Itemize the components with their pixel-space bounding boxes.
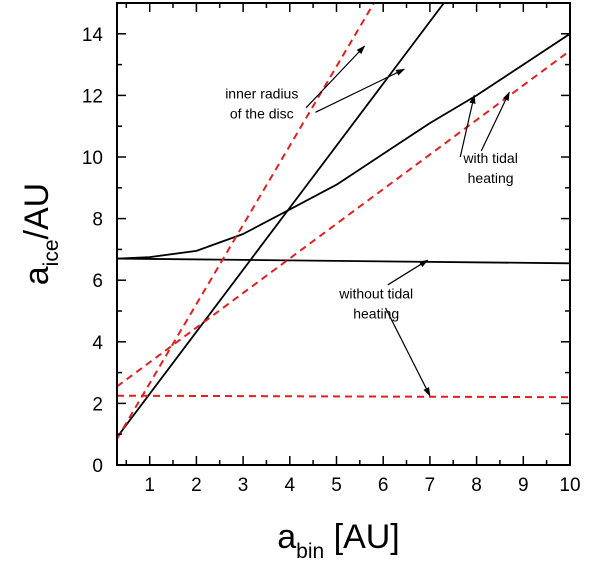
y-tick-label: 14: [82, 25, 104, 46]
series-line-6: [117, 394, 570, 399]
y-tick-label: 12: [82, 86, 103, 107]
annotation-line: heating: [353, 306, 399, 322]
annotation-line: inner radius: [225, 85, 298, 101]
annotation-arrow: [315, 68, 406, 113]
y-tick-label: 2: [92, 394, 103, 415]
axis-labels-layer: abin [AU]aice/AU: [18, 183, 400, 563]
series-line-5: [117, 49, 570, 388]
y-tick-label: 10: [82, 148, 103, 169]
annotation-line: of the disc: [230, 105, 294, 121]
annotation-arrow: [305, 45, 366, 109]
x-tick-label: 6: [378, 475, 389, 496]
x-tick-label: 1: [144, 475, 155, 496]
x-tick-label: 8: [471, 475, 482, 496]
y-tick-label: 8: [92, 210, 103, 231]
series-line-1: [117, 3, 445, 438]
series-layer: [117, 3, 570, 440]
x-axis-label-sub: bin: [296, 540, 324, 563]
x-axis-label: abin [AU]: [277, 518, 400, 563]
annotations-layer: inner radius of the disc with tidal heating…: [225, 45, 518, 397]
annotation-line: without tidal: [338, 286, 413, 302]
x-axis-label-unit: [AU]: [324, 518, 400, 556]
x-tick-label: 5: [331, 475, 342, 496]
annotation-label-1: inner radius of the disc: [225, 85, 298, 121]
y-axis-label: aice/AU: [18, 183, 63, 285]
y-tick-label: 6: [92, 271, 103, 292]
x-axis-label-main: a: [277, 518, 296, 556]
plot-frame: [116, 2, 571, 466]
x-tick-label: 2: [191, 475, 202, 496]
series-line-2: [117, 33, 570, 260]
y-axis-label-main: a: [18, 266, 56, 285]
x-tick-label: 10: [559, 475, 580, 496]
annotation-label-3: without tidal heating: [338, 286, 413, 322]
annotation-line: heating: [468, 170, 514, 186]
y-tick-label: 0: [92, 456, 103, 477]
annotation-line: with tidal: [462, 150, 517, 166]
y-axis-label-sub: ice: [40, 239, 63, 266]
y-axis-label-unit: /AU: [18, 183, 56, 240]
annotation-arrow: [459, 94, 476, 158]
x-tick-label: 4: [285, 475, 296, 496]
x-tick-label: 7: [425, 475, 436, 496]
annotation-label-2: with tidal heating: [462, 150, 517, 186]
series-line-4: [117, 3, 375, 440]
annotation-arrow: [384, 307, 431, 397]
series-line-3: [117, 257, 570, 265]
x-tick-label: 3: [238, 475, 249, 496]
y-tick-label: 4: [92, 333, 103, 354]
annotation-arrow: [387, 259, 429, 286]
x-tick-label: 9: [518, 475, 529, 496]
annotation-arrow: [480, 91, 510, 152]
